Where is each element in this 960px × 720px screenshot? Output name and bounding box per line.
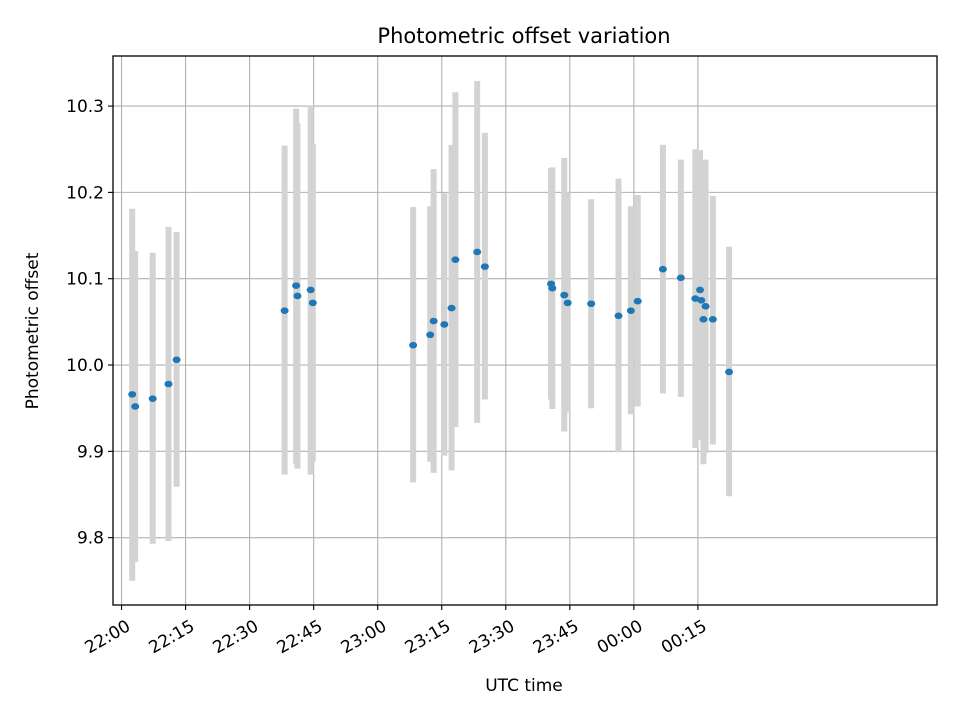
data-point <box>658 265 667 273</box>
y-tick-label: 10.0 <box>66 356 104 376</box>
data-point <box>563 299 572 307</box>
data-point <box>280 307 289 314</box>
data-point <box>128 391 137 398</box>
data-point <box>708 315 717 323</box>
data-point <box>699 315 708 323</box>
y-tick-label: 10.2 <box>66 183 104 203</box>
y-tick-label: 10.1 <box>66 270 104 290</box>
data-point <box>451 256 460 264</box>
data-point <box>409 341 418 349</box>
data-point <box>548 284 557 292</box>
y-axis-title: Photometric offset <box>23 252 43 409</box>
data-point <box>306 286 315 294</box>
data-point <box>172 356 181 364</box>
data-point <box>701 303 710 310</box>
data-point <box>429 317 438 325</box>
data-point <box>164 380 173 388</box>
data-point <box>614 312 623 320</box>
data-point <box>587 300 596 308</box>
data-point <box>626 307 635 314</box>
chart-title: Photometric offset variation <box>377 24 670 48</box>
data-point <box>293 292 302 300</box>
data-points <box>128 248 734 410</box>
y-axis-ticks: 9.8 9.9 10.0 10.1 10.2 10.3 <box>66 97 113 549</box>
data-point <box>676 274 685 282</box>
data-point <box>696 286 705 294</box>
data-point <box>697 296 706 304</box>
y-tick-label: 9.9 <box>77 442 104 462</box>
data-point <box>292 282 301 289</box>
plot-frame <box>112 55 938 606</box>
data-point <box>447 304 456 312</box>
data-point <box>473 248 482 256</box>
data-point <box>440 321 449 328</box>
data-point <box>308 299 317 307</box>
data-point <box>148 395 157 402</box>
data-point <box>426 331 435 339</box>
data-point <box>633 297 642 305</box>
data-point <box>480 263 489 270</box>
y-tick-label: 9.8 <box>77 529 104 549</box>
data-point <box>560 291 569 299</box>
y-tick-label: 10.3 <box>66 97 104 117</box>
data-point <box>725 368 734 376</box>
data-point <box>131 403 140 410</box>
x-axis-title: UTC time <box>485 676 563 696</box>
